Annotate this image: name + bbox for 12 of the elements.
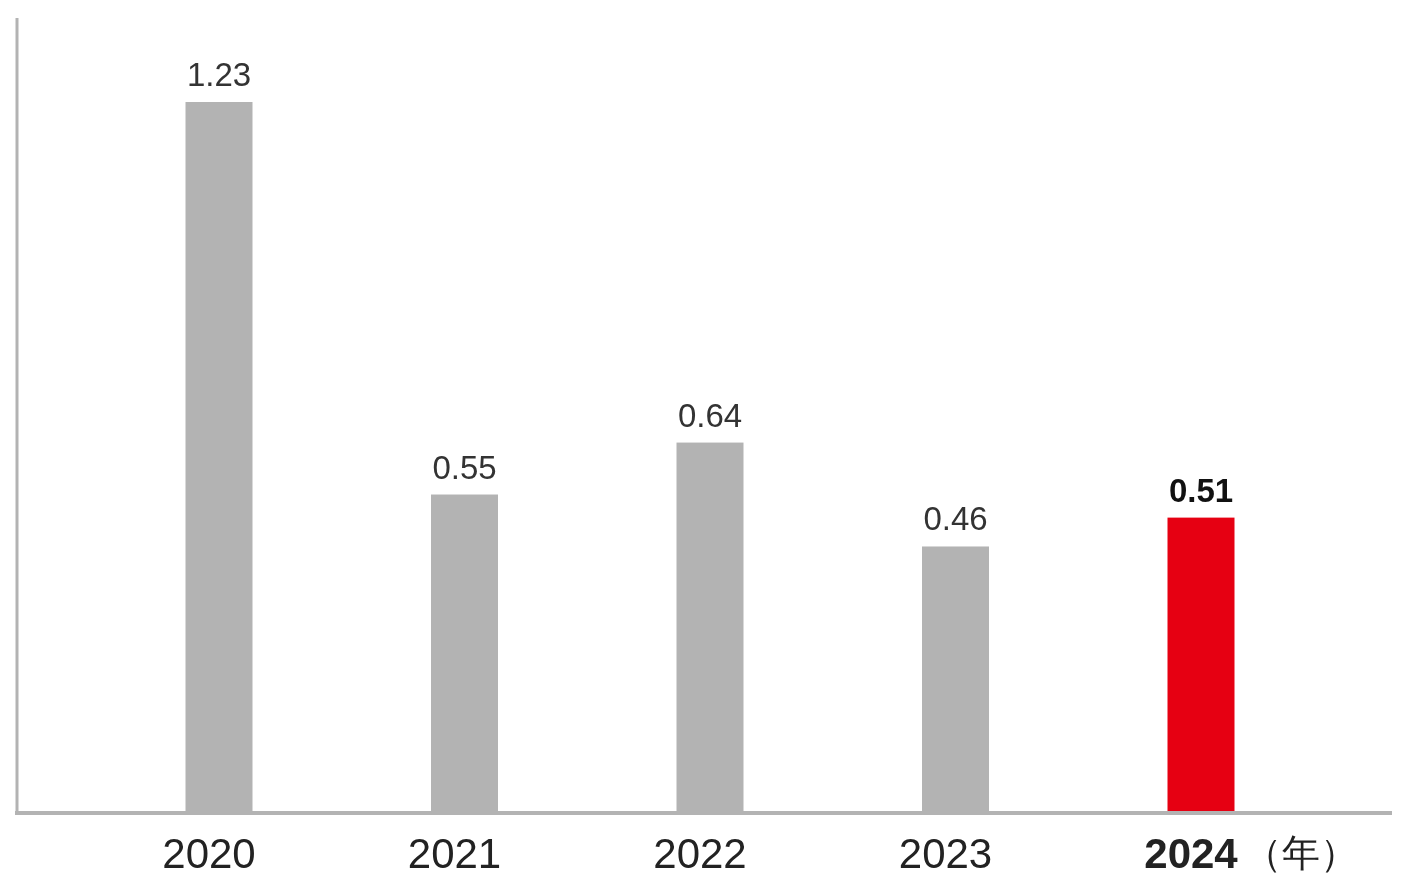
data-label: 0.55 bbox=[432, 448, 497, 486]
x-tick-label: 2024 bbox=[1144, 830, 1239, 877]
x-tick-label: 2021 bbox=[407, 830, 502, 877]
bar bbox=[1167, 517, 1235, 812]
x-axis-title: （年） bbox=[1244, 832, 1359, 874]
data-label: 0.64 bbox=[677, 396, 743, 434]
x-tick-label: 2023 bbox=[898, 830, 993, 877]
data-label: 1.23 bbox=[186, 56, 252, 93]
x-tick-label: 2022 bbox=[653, 830, 747, 877]
data-label: 0.51 bbox=[1168, 471, 1234, 509]
data-label: 0.46 bbox=[923, 500, 988, 538]
x-tick-label: 2020 bbox=[162, 830, 256, 877]
